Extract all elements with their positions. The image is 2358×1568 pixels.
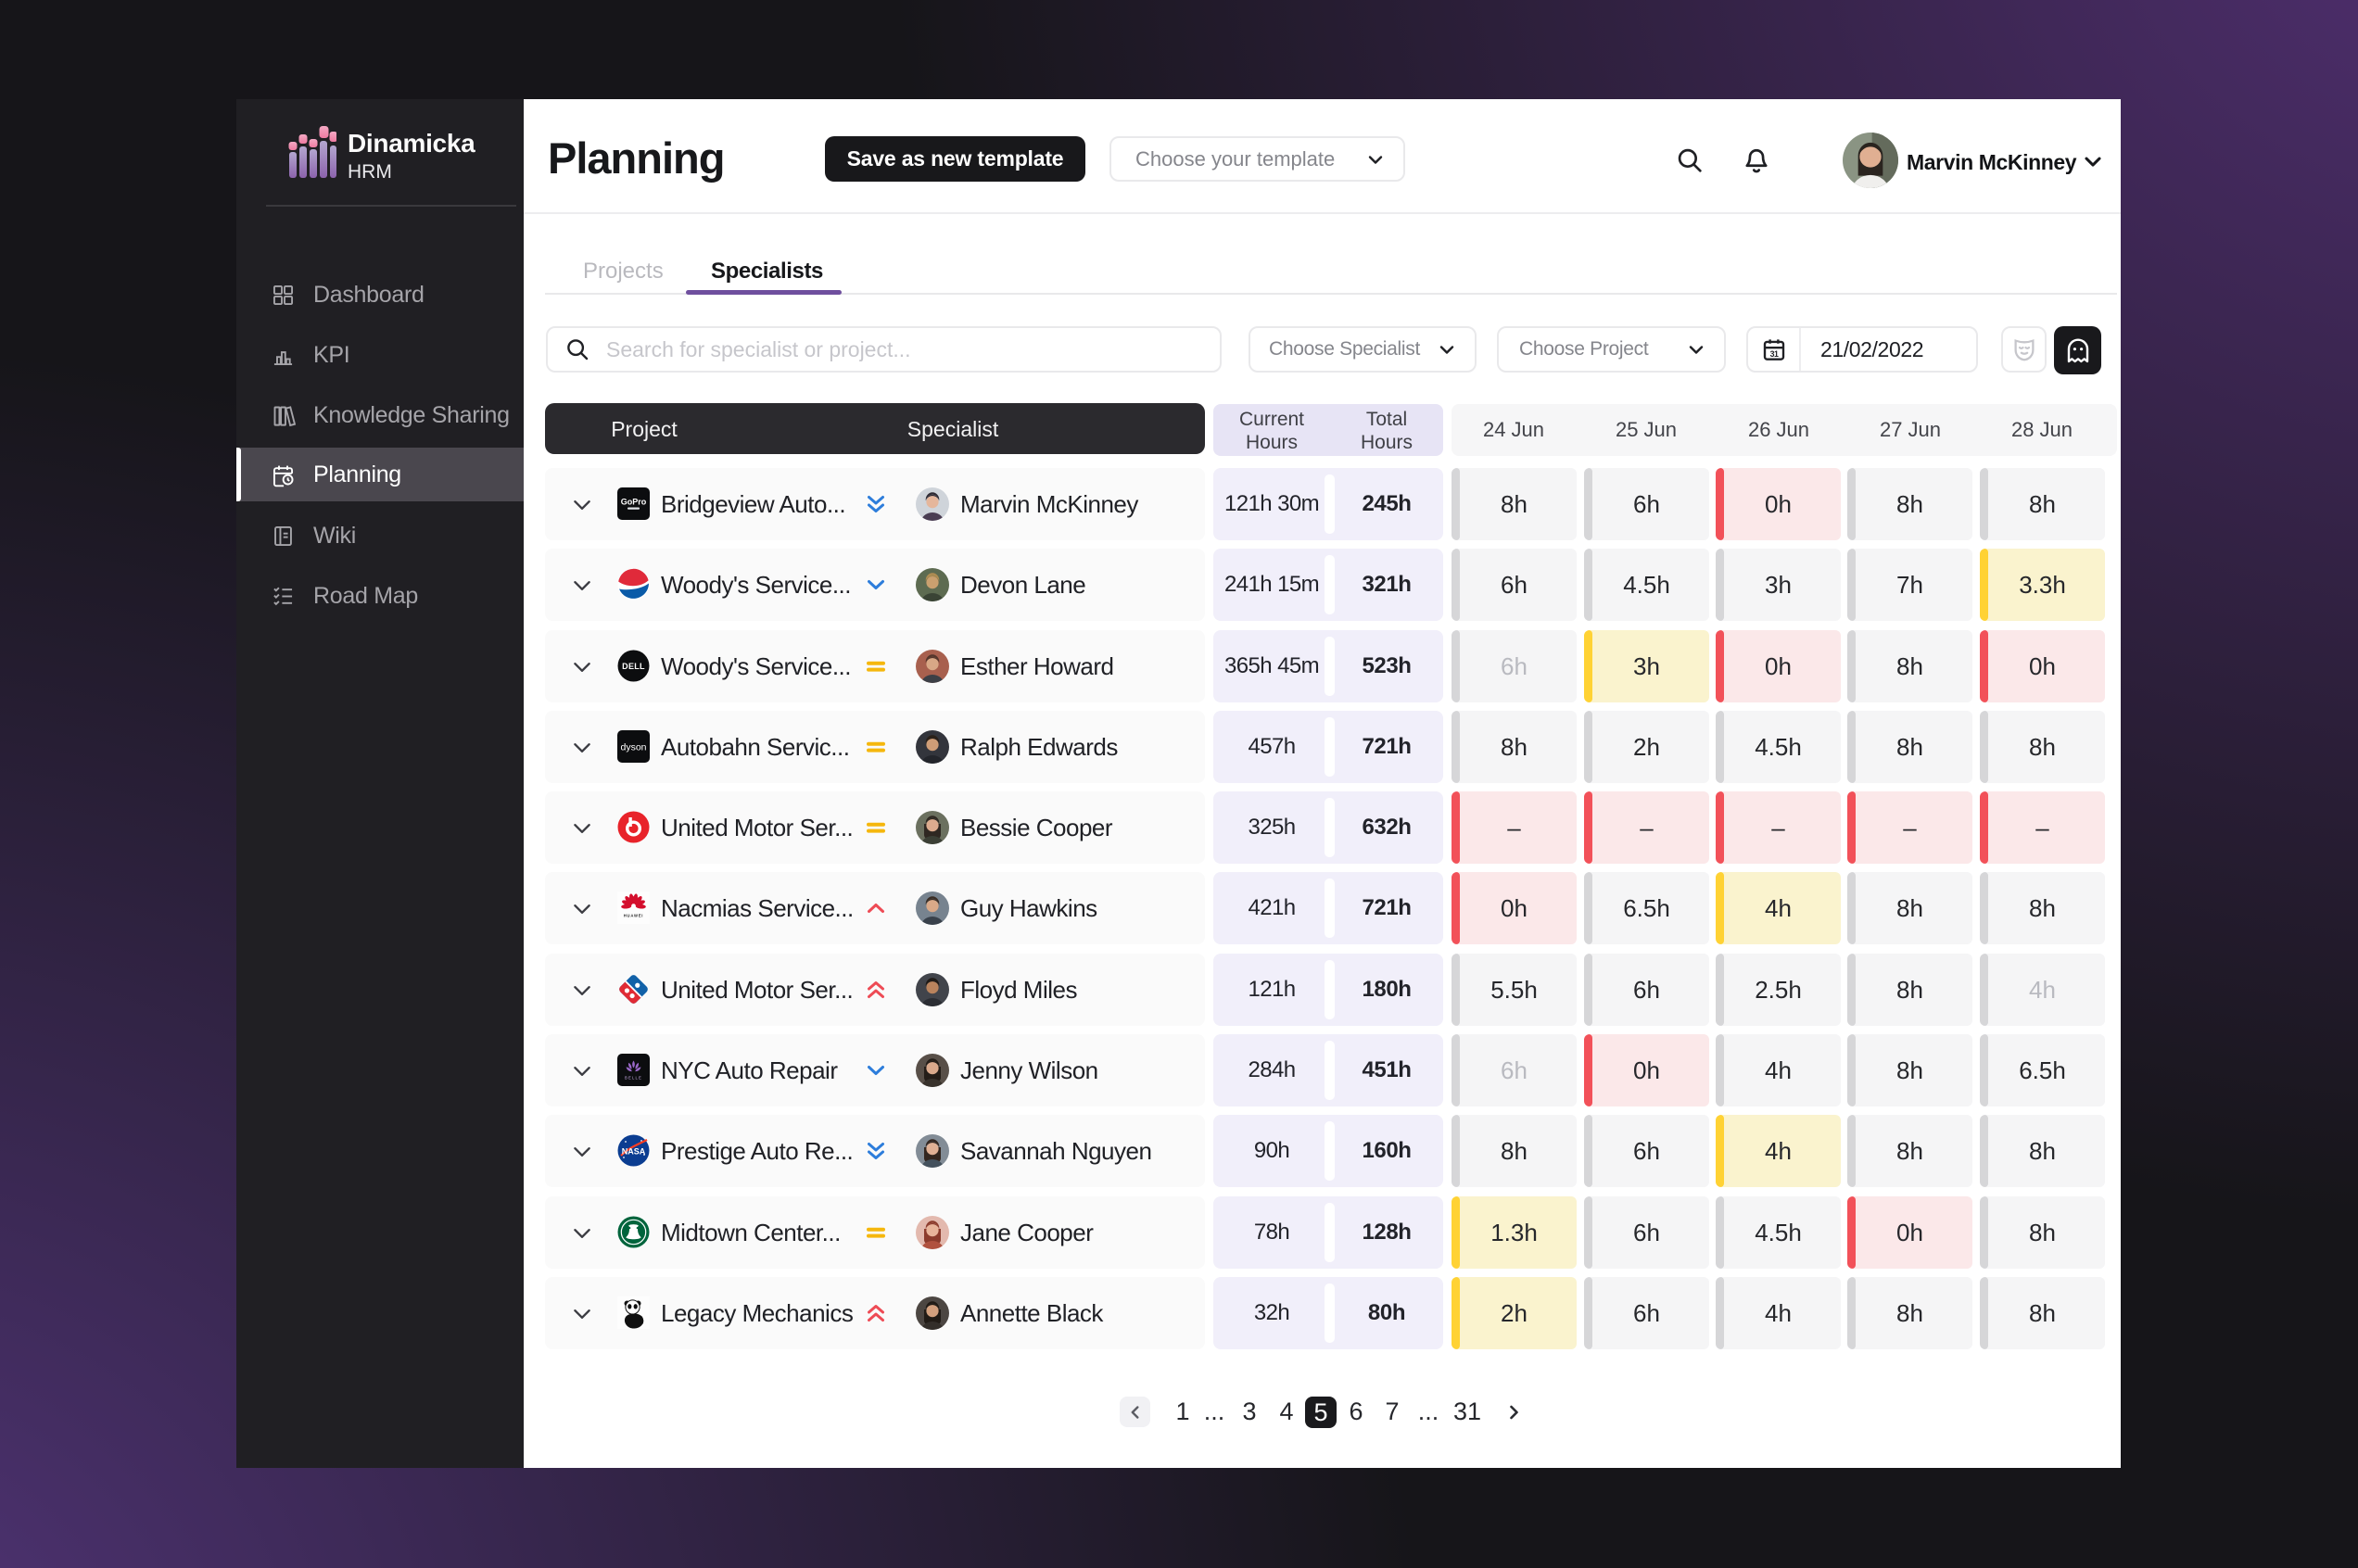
svg-text:31: 31 (1770, 349, 1779, 359)
svg-text:HUAWEI: HUAWEI (624, 914, 644, 918)
svg-text:BELLE: BELLE (625, 1076, 642, 1081)
svg-text:dyson: dyson (620, 742, 646, 753)
svg-text:GoPro: GoPro (621, 498, 647, 507)
svg-text:NASA: NASA (622, 1147, 646, 1157)
svg-text:DELL: DELL (622, 662, 645, 671)
